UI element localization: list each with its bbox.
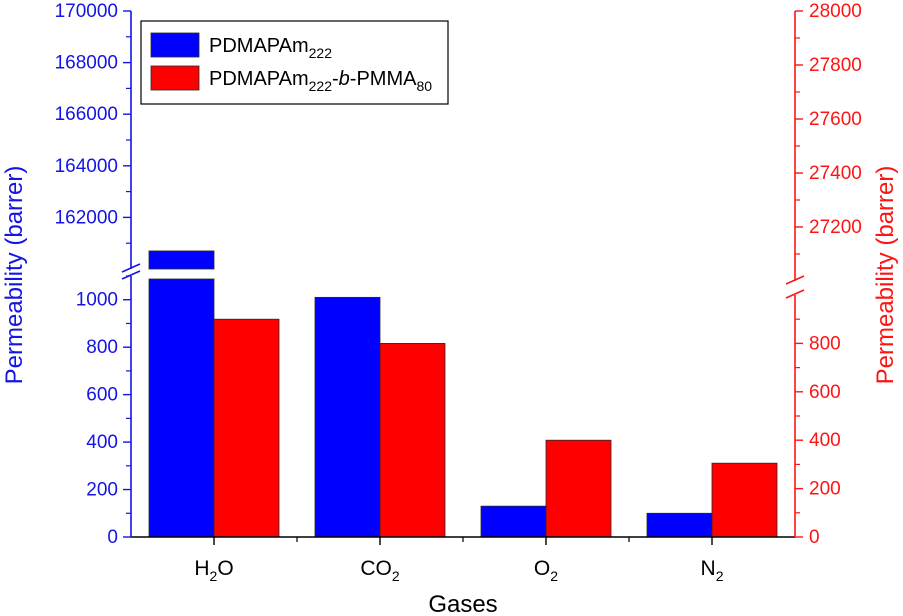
right-y-axis-title: Permeability (barrer) (872, 166, 899, 385)
legend-label-series2: PDMAPAm222-b-PMMA80 (209, 68, 432, 94)
bar-series1-cat2 (314, 296, 381, 538)
right-tick-label: 27400 (809, 163, 862, 184)
bar-series2-cat1 (213, 318, 280, 538)
bars-layer (148, 250, 778, 538)
right-tick-label: 28000 (809, 1, 862, 22)
left-tick-label: 1000 (76, 290, 118, 311)
bar-series1-cat1-lower (148, 278, 215, 538)
bar-series2-cat4 (711, 462, 778, 538)
x-axis-title: Gases (428, 591, 497, 616)
legend: PDMAPAm222 PDMAPAm222-b-PMMA80 (140, 20, 449, 105)
category-label: H2O (194, 557, 233, 584)
bar-series2-cat2 (379, 342, 446, 538)
legend-label-series1: PDMAPAm222 (209, 35, 332, 61)
bar-series2-cat3 (545, 439, 612, 538)
bar-series1-cat4 (646, 512, 713, 538)
right-tick-label: 800 (809, 333, 841, 354)
category-labels: H2O CO2 O2 N2 (194, 537, 724, 584)
left-axis-ticks: 0 200 400 600 800 1000 162000 164000 166000 16800… (55, 1, 131, 548)
left-tick-label: 800 (86, 337, 118, 358)
right-tick-label: 27800 (809, 55, 862, 76)
bar-series1-cat1-upper (148, 250, 215, 270)
left-tick-label: 162000 (55, 207, 118, 228)
right-axis-break-mark (785, 275, 805, 285)
category-label: O2 (534, 557, 558, 584)
left-tick-label: 200 (86, 480, 118, 501)
right-tick-label: 400 (809, 430, 841, 451)
right-tick-label: 27200 (809, 217, 862, 238)
right-axis-ticks: 0 200 400 600 800 27200 27400 27600 27800 28000 (795, 1, 862, 548)
right-tick-label: 200 (809, 479, 841, 500)
right-tick-label: 27600 (809, 109, 862, 130)
left-tick-label: 600 (86, 385, 118, 406)
right-tick-label: 600 (809, 382, 841, 403)
left-tick-label: 0 (107, 527, 118, 548)
left-axis-break-mark (121, 263, 141, 273)
left-tick-label: 170000 (55, 1, 118, 22)
left-tick-label: 400 (86, 432, 118, 453)
left-axis-break-mark (121, 270, 141, 280)
left-tick-label: 166000 (55, 104, 118, 125)
legend-swatch-series2 (150, 65, 200, 91)
legend-swatch-series1 (150, 32, 200, 58)
category-label: CO2 (360, 557, 400, 584)
left-tick-label: 164000 (55, 156, 118, 177)
right-tick-label: 0 (809, 527, 820, 548)
left-tick-label: 168000 (55, 53, 118, 74)
left-y-axis-title: Permeability (barrer) (1, 166, 28, 385)
right-axis-break-mark (785, 289, 805, 299)
bar-series1-cat3 (480, 505, 547, 538)
category-label: N2 (701, 557, 724, 584)
